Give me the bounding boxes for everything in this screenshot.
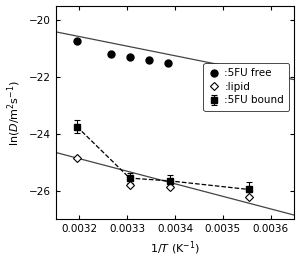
:lipid bbox=[128, 184, 131, 187]
Legend: :5FU free, :lipid, :5FU bound: :5FU free, :lipid, :5FU bound bbox=[203, 63, 289, 111]
:5FU free bbox=[109, 52, 112, 55]
:lipid bbox=[247, 195, 251, 198]
:5FU free bbox=[247, 71, 251, 74]
Line: :5FU free: :5FU free bbox=[74, 38, 253, 76]
:lipid bbox=[168, 185, 172, 188]
:5FU free bbox=[75, 40, 79, 43]
:5FU free bbox=[128, 55, 131, 58]
:lipid bbox=[75, 156, 79, 160]
X-axis label: 1/$T$ (K$^{-1}$): 1/$T$ (K$^{-1}$) bbox=[150, 240, 200, 257]
:5FU free bbox=[166, 61, 169, 64]
Line: :lipid: :lipid bbox=[74, 155, 252, 200]
:5FU free bbox=[147, 58, 151, 61]
Y-axis label: ln($D$/m$^2$s$^{-1}$): ln($D$/m$^2$s$^{-1}$) bbox=[6, 79, 23, 145]
